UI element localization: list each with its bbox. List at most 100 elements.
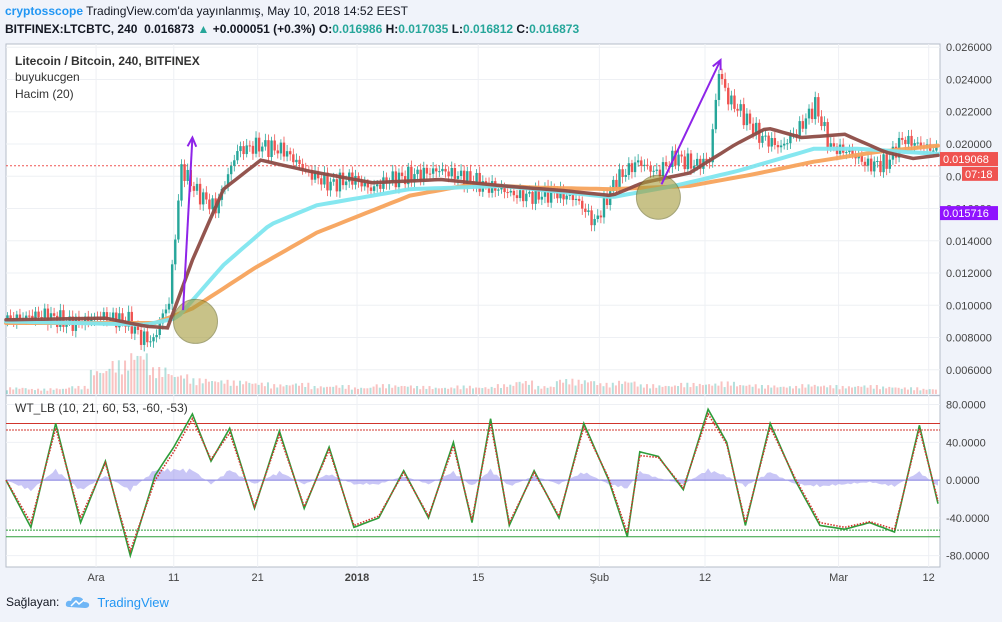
- arrow-head: [712, 58, 722, 71]
- volume-bar: [705, 384, 707, 394]
- volume-bar: [493, 387, 496, 394]
- volume-bar: [186, 374, 189, 394]
- candle-body: [146, 331, 149, 343]
- candle-body: [170, 264, 174, 304]
- tradingview-brand[interactable]: TradingView: [97, 594, 169, 610]
- candle-body: [686, 153, 690, 170]
- volume-bar: [888, 386, 891, 394]
- volume-bar: [701, 385, 704, 394]
- open-label: O:: [318, 22, 333, 36]
- volume-bar: [248, 382, 251, 394]
- candle-body: [323, 172, 326, 185]
- volume-bar: [885, 388, 888, 394]
- volume-bar: [649, 388, 652, 394]
- candle-body: [320, 178, 323, 185]
- candle-body: [438, 171, 441, 173]
- volume-bar: [257, 384, 260, 394]
- volume-bar: [24, 388, 27, 394]
- volume-bar: [602, 386, 605, 394]
- candle-body: [379, 184, 382, 189]
- price-tick-label: 0.024000: [946, 74, 992, 86]
- candle-body: [733, 95, 736, 109]
- volume-bar: [285, 384, 288, 394]
- volume-bar: [347, 385, 350, 394]
- volume-bar: [540, 388, 543, 394]
- volume-bar: [15, 387, 18, 394]
- candle-body: [882, 154, 885, 173]
- volume-bar: [807, 384, 810, 394]
- last-price: 0.016873: [144, 22, 195, 36]
- candle-body: [211, 198, 214, 210]
- candle-body: [391, 171, 394, 183]
- volume-bar: [270, 388, 273, 394]
- candle-body: [229, 165, 233, 175]
- candle-body: [621, 169, 624, 177]
- volume-bar: [742, 385, 745, 394]
- volume-bar: [444, 387, 447, 394]
- volume-bar: [782, 386, 785, 394]
- volume-bar: [686, 382, 689, 394]
- candle-body: [310, 170, 314, 180]
- volume-bar: [754, 384, 757, 394]
- candle-body: [264, 140, 267, 147]
- volume-bar: [96, 371, 99, 394]
- volume-bar: [760, 385, 763, 394]
- candle-body: [419, 169, 422, 181]
- volume-bar: [673, 385, 676, 394]
- candle-body: [755, 122, 758, 135]
- candle-body: [248, 145, 252, 147]
- volume-bar: [412, 388, 415, 394]
- volume-bar: [335, 385, 338, 394]
- volume-bar: [683, 387, 686, 394]
- candle-body: [593, 219, 596, 226]
- volume-bar: [99, 372, 102, 394]
- candle-body: [152, 337, 155, 342]
- price-tick-label: 0.020000: [946, 139, 992, 151]
- candle-body: [509, 190, 512, 193]
- candle-body: [901, 137, 904, 140]
- candle-body: [932, 150, 935, 152]
- candle-body: [935, 145, 938, 151]
- volume-bar: [621, 383, 624, 394]
- candle-body: [618, 169, 621, 189]
- volume-bar: [288, 385, 291, 394]
- candle-body: [205, 192, 208, 200]
- candle-body: [6, 315, 9, 320]
- highlight-circle: [173, 298, 219, 344]
- volume-bar: [450, 387, 453, 394]
- volume-bar: [37, 388, 40, 394]
- candle-body: [456, 176, 460, 179]
- x-tick-label: 11: [168, 572, 179, 584]
- candle-body: [111, 312, 115, 319]
- candle-body: [658, 169, 662, 177]
- candle-body: [770, 138, 773, 147]
- candle-body: [139, 329, 143, 345]
- volume-bar: [639, 384, 642, 394]
- volume-bar: [925, 389, 928, 394]
- volume-bar: [509, 384, 512, 394]
- price-tick-label: 0.006000: [946, 365, 992, 377]
- volume-bar: [680, 382, 683, 394]
- volume-bar: [633, 381, 636, 394]
- volume-bar: [301, 382, 304, 394]
- price-tick-label: 0.026000: [946, 42, 992, 54]
- candle-body: [789, 135, 792, 144]
- volume-bar: [823, 385, 826, 394]
- candle-body: [105, 312, 109, 321]
- volume-bar: [139, 356, 142, 394]
- candle-body: [640, 160, 643, 166]
- volume-bar: [61, 388, 64, 394]
- publisher-link[interactable]: cryptosscope: [5, 4, 84, 18]
- candle-body: [664, 162, 668, 167]
- chart-canvas[interactable]: 0.0260000.0240000.0220000.0200000.018000…: [0, 0, 1002, 590]
- candle-body: [142, 331, 146, 345]
- volume-bar: [220, 380, 223, 394]
- volume-bar: [524, 381, 527, 394]
- candle-body: [739, 104, 742, 111]
- candle-body: [692, 165, 696, 169]
- candle-body: [462, 170, 466, 187]
- candle-body: [183, 164, 186, 181]
- volume-bar: [692, 382, 695, 394]
- volume-bar: [71, 386, 74, 394]
- volume-bar: [158, 367, 161, 394]
